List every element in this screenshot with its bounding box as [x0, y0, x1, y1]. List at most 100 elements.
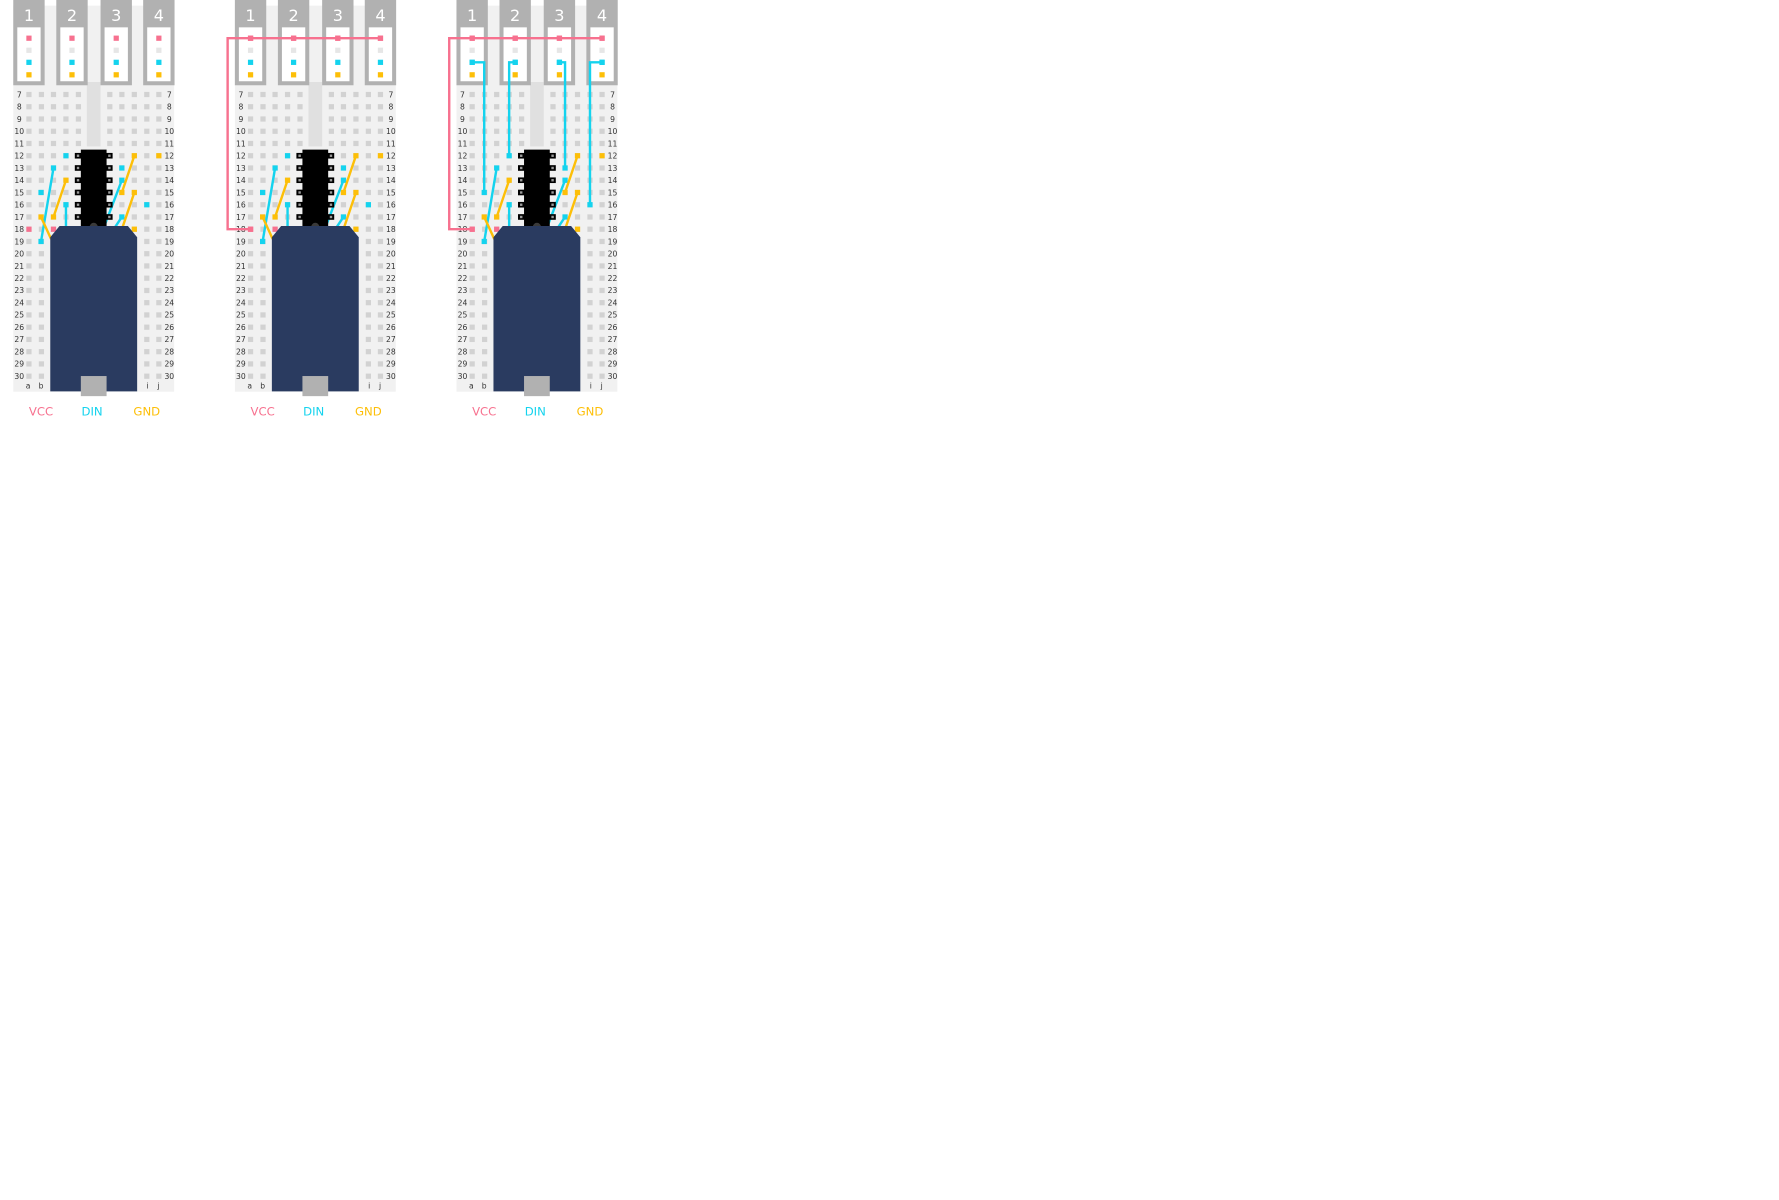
breadboard-hole: [469, 275, 475, 281]
row-label-right: 29: [386, 360, 396, 369]
breadboard-hole: [469, 140, 475, 147]
breadboard-hole: [284, 104, 291, 110]
breadboard-hole: [26, 140, 32, 147]
breadboard-hole: [365, 214, 372, 220]
ic-pin-hole: [76, 191, 80, 194]
breadboard-hole: [482, 275, 488, 281]
row-label-left: 30: [236, 372, 246, 381]
breadboard-center-channel: [86, 82, 101, 147]
breadboard-hole: [469, 373, 475, 379]
breadboard-hole: [340, 128, 347, 134]
row-label-right: 7: [610, 90, 615, 99]
header-pin-blank: [599, 47, 605, 53]
breadboard-hole: [247, 104, 254, 110]
row-label-left: 26: [236, 323, 246, 332]
breadboard-hole: [550, 116, 556, 122]
row-label-right: 12: [164, 152, 174, 161]
header-pin-din: [69, 59, 75, 65]
row-label-left: 12: [236, 152, 246, 161]
breadboard-hole: [599, 238, 605, 245]
breadboard-hole: [50, 202, 57, 208]
row-label-right: 8: [388, 103, 393, 112]
row-label-left: 7: [460, 90, 465, 99]
header-pin-din: [156, 59, 162, 65]
header-pin-blank: [69, 47, 75, 53]
breadboard-hole: [156, 189, 162, 196]
row-label-right: 9: [388, 115, 393, 124]
breadboard-hole: [156, 312, 162, 318]
breadboard-hole: [260, 91, 266, 98]
breadboard-hole: [587, 214, 593, 220]
breadboard-hole: [156, 361, 162, 367]
signal-label-vcc: VCC: [472, 404, 496, 418]
row-label-right: 19: [164, 237, 174, 246]
breadboard-hole: [260, 116, 266, 122]
breadboard-hole: [63, 140, 69, 147]
header-pin-din: [335, 59, 341, 65]
breadboard-hole: [156, 128, 162, 134]
header-3: 3: [543, 0, 576, 86]
breadboard-hole: [365, 312, 372, 318]
row-label-left: 21: [236, 262, 246, 271]
header-number: 3: [554, 6, 564, 25]
column-label-i: i: [368, 382, 370, 391]
breadboard-hole: [377, 373, 384, 379]
breadboard-hole: [297, 116, 303, 122]
row-label-right: 7: [167, 90, 172, 99]
breadboard-hole: [469, 300, 475, 306]
breadboard-hole: [365, 349, 372, 355]
row-label-right: 10: [608, 127, 618, 136]
din-header-tap: [469, 59, 475, 65]
ic-pin-hole: [298, 191, 301, 194]
hole-din: [481, 238, 487, 245]
breadboard-hole: [550, 104, 556, 110]
breadboard-hole: [469, 91, 475, 98]
ic-pin-hole: [329, 166, 333, 170]
breadboard-hole: [247, 165, 254, 171]
hole-vcc: [50, 226, 57, 232]
jumper-gnd: [261, 216, 274, 240]
hole-gnd: [353, 226, 359, 232]
breadboard-hole: [574, 165, 581, 171]
header-window: [17, 27, 41, 82]
breadboard-hole: [328, 91, 335, 98]
breadboard-hole: [156, 238, 162, 245]
header-pin-gnd: [512, 72, 518, 78]
breadboard-hole: [272, 116, 278, 122]
breadboard-hole: [247, 263, 254, 269]
breadboard-hole: [599, 263, 605, 269]
breadboard-hole: [297, 104, 303, 110]
breadboard-hole: [26, 361, 32, 367]
breadboard-hole: [353, 91, 359, 98]
row-label-right: 13: [164, 164, 174, 173]
breadboard-hole: [38, 300, 45, 306]
column-label-j: j: [156, 382, 159, 391]
breadboard-hole: [107, 140, 113, 147]
breadboard-hole: [50, 104, 57, 110]
vcc-bus-tap: [290, 35, 297, 41]
breadboard-hole: [50, 177, 57, 183]
ic-pin-hole: [298, 154, 301, 157]
row-label-right: 25: [608, 311, 618, 320]
header-pin-din: [247, 59, 254, 65]
breadboard-hole: [119, 140, 125, 147]
breadboard-hole: [377, 128, 384, 134]
breadboard-hole: [469, 287, 475, 294]
row-label-right: 14: [386, 176, 396, 185]
ic-chip: [74, 149, 113, 231]
hole-gnd: [272, 214, 278, 220]
column-label-b: b: [260, 382, 265, 391]
row-label-left: 16: [236, 201, 246, 210]
header-window: [238, 27, 263, 82]
breadboard-hole: [38, 226, 45, 232]
row-label-left: 14: [236, 176, 246, 185]
column-label-a: a: [469, 382, 474, 391]
row-label-left: 21: [458, 262, 468, 271]
breadboard-hole: [365, 153, 372, 159]
column-label-i: i: [590, 382, 592, 391]
breadboard-hole: [377, 165, 384, 171]
breadboard-hole: [469, 251, 475, 257]
row-label-left: 7: [17, 90, 22, 99]
breadboard-hole: [365, 324, 372, 330]
row-label-left: 11: [458, 139, 468, 148]
